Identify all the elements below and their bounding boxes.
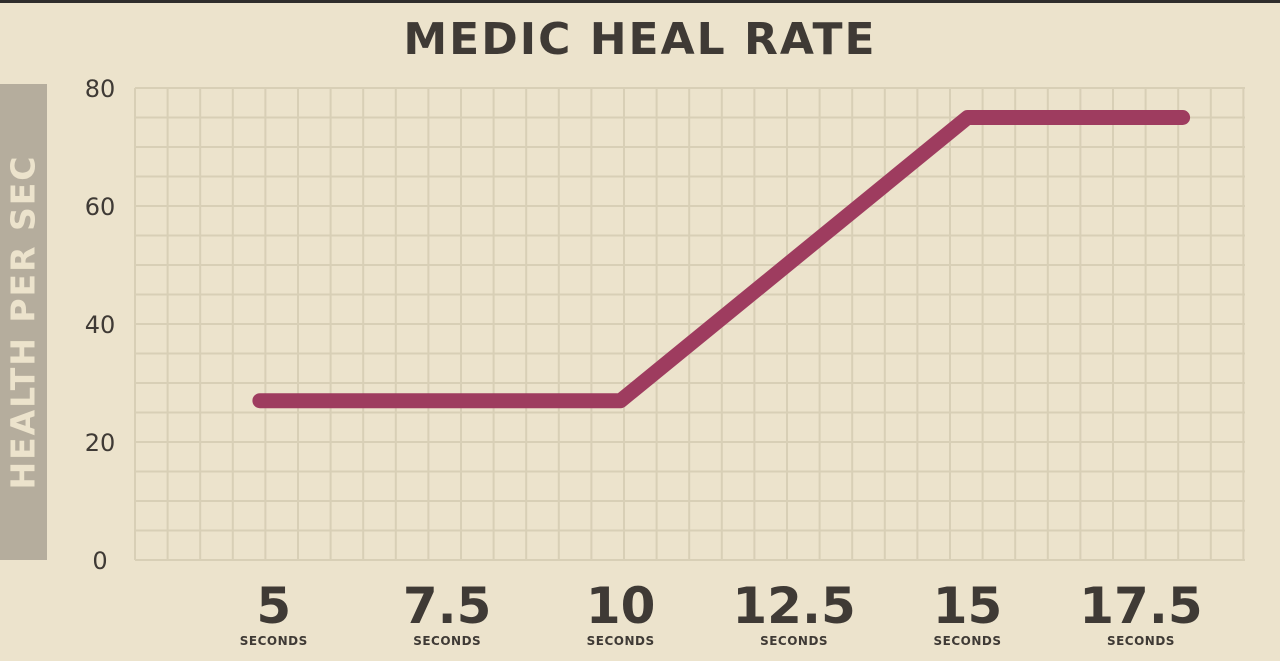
y-axis-label-band xyxy=(0,84,47,560)
x-tick-label: 12.5 xyxy=(732,577,855,635)
grid xyxy=(134,87,1245,561)
x-tick-label: 15 xyxy=(933,577,1003,635)
x-tick-sublabel: SECONDS xyxy=(760,634,828,648)
x-tick-sublabel: SECONDS xyxy=(413,634,481,648)
y-tick-label: 60 xyxy=(85,193,116,221)
top-border xyxy=(0,0,1280,3)
x-tick-label: 5 xyxy=(256,577,291,635)
chart-title: MEDIC HEAL RATE xyxy=(403,14,877,65)
y-tick-label: 20 xyxy=(85,429,116,457)
x-tick-label: 10 xyxy=(586,577,656,635)
x-tick-label: 7.5 xyxy=(403,577,492,635)
x-tick-sublabel: SECONDS xyxy=(587,634,655,648)
series-line xyxy=(252,110,1191,409)
x-tick-sublabel: SECONDS xyxy=(934,634,1002,648)
x-tick-sublabel: SECONDS xyxy=(1107,634,1175,648)
y-tick-label: 0 xyxy=(92,547,107,575)
y-tick-label: 40 xyxy=(85,311,116,339)
y-tick-label: 80 xyxy=(85,75,116,103)
x-tick-sublabel: SECONDS xyxy=(240,634,308,648)
x-tick-label: 17.5 xyxy=(1079,577,1202,635)
